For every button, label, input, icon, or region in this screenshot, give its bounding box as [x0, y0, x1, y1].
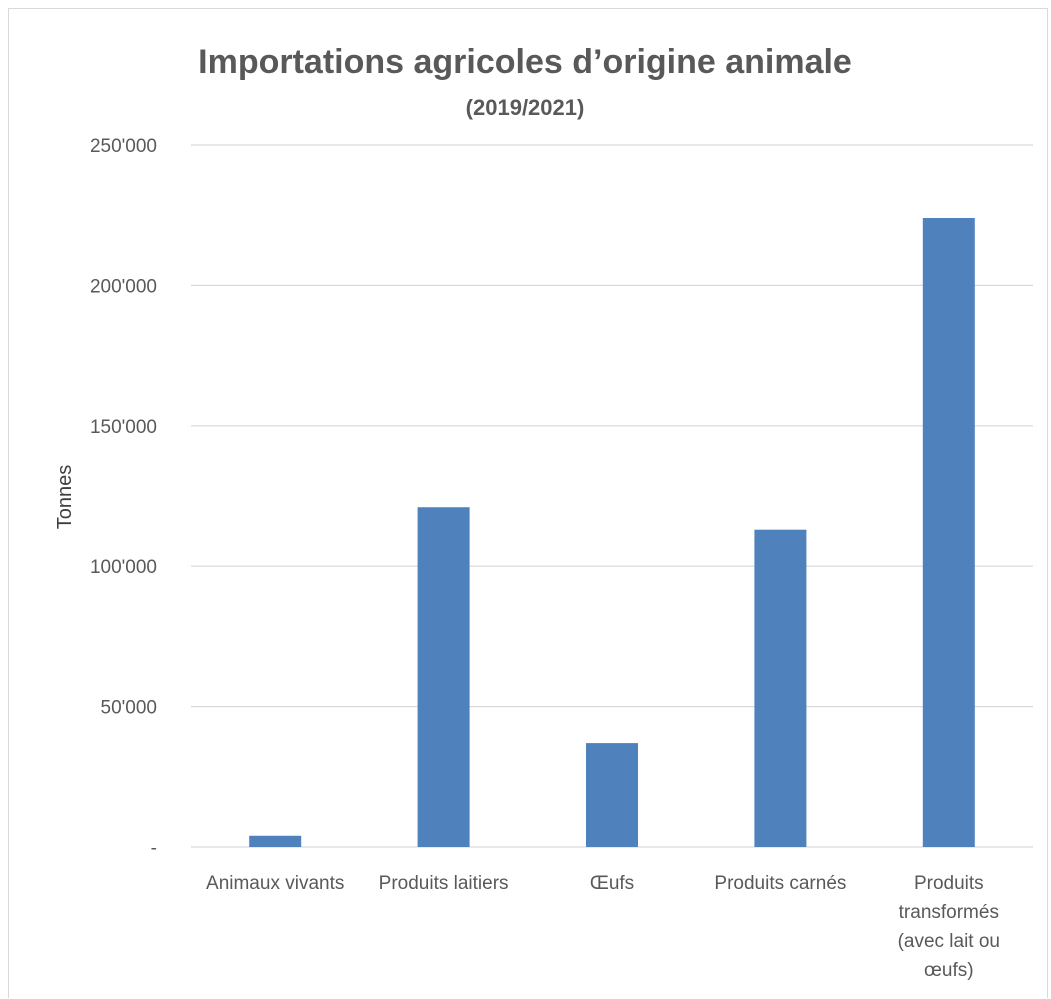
y-tick-label: 150'000 [90, 417, 157, 438]
y-axis-label: Tonnes [54, 465, 76, 530]
y-tick-label: 100'000 [90, 557, 157, 578]
y-tick-label: 50'000 [101, 698, 157, 719]
y-axis-ticks: - 50'000 100'000 150'000 200'000 250'000 [90, 136, 157, 859]
y-tick-label: 250'000 [90, 136, 157, 157]
bar [922, 218, 975, 847]
x-tick-label: Produits carnés [714, 873, 846, 894]
x-tick-label: Animaux vivants [206, 873, 344, 894]
x-tick-label: Œufs [590, 873, 634, 894]
chart-title: Importations agricoles d’origine animale [198, 43, 852, 81]
x-tick-label: Produits transformés (avec lait ou œufs) [898, 873, 1000, 981]
bar [249, 835, 302, 847]
bar [586, 743, 638, 847]
x-axis-ticks: Animaux vivants Produits laitiers Œufs Prod… [206, 873, 1000, 981]
grid-lines [191, 144, 1033, 848]
x-tick-label: Produits laitiers [379, 873, 509, 894]
bar-chart: Importations agricoles d’origine animale… [54, 43, 1033, 981]
y-tick-label: - [151, 838, 157, 859]
y-tick-label: 200'000 [90, 276, 157, 297]
bar [417, 507, 470, 847]
chart-frame: Importations agricoles d’origine animale… [8, 8, 1048, 998]
bars [249, 218, 975, 847]
chart-subtitle: (2019/2021) [466, 95, 585, 120]
bar [754, 529, 807, 847]
